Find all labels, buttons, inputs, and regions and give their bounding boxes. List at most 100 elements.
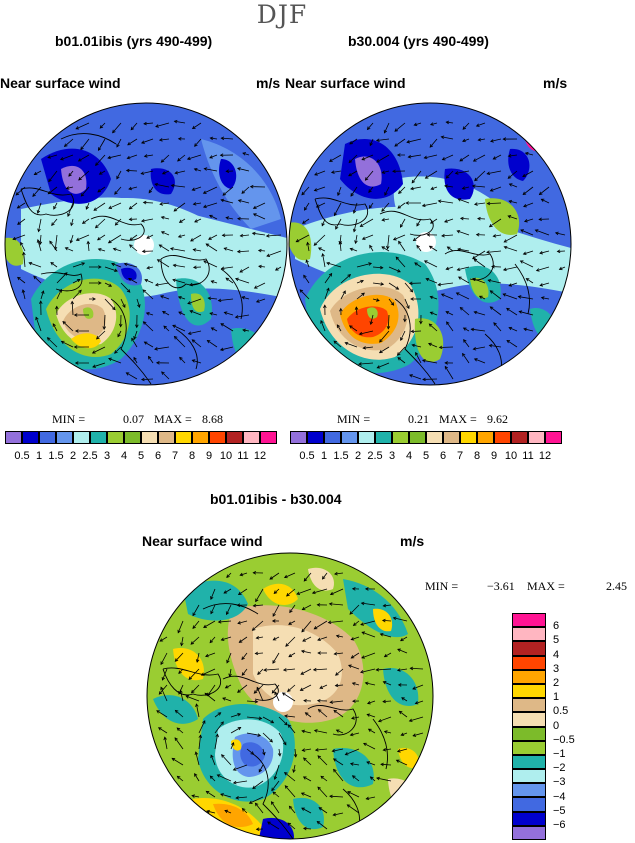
wind-vector (154, 346, 170, 350)
wind-vector-head (203, 260, 207, 264)
wind-vector-head (237, 199, 242, 203)
wind-vector (455, 170, 470, 174)
wind-vector (162, 170, 170, 175)
wind-vector-head (96, 335, 100, 340)
wind-vector-head (108, 283, 113, 287)
wind-vector (62, 321, 74, 332)
wind-vector-head (154, 347, 158, 351)
wind-vector (239, 636, 248, 643)
wind-vector (226, 217, 234, 220)
wind-vector-head (224, 685, 229, 689)
wind-vector (111, 263, 122, 268)
wind-vector-head (408, 281, 413, 286)
wind-vector-head (191, 794, 196, 798)
wind-vector-head (62, 320, 66, 325)
wind-vector (108, 234, 122, 244)
wind-vector (252, 620, 264, 631)
wind-vector (493, 234, 502, 237)
wind-vector-head (80, 146, 84, 151)
wind-vector (479, 295, 486, 300)
wind-vector-head (154, 282, 159, 287)
wind-vector-head (400, 337, 404, 341)
wind-vector-head (335, 729, 340, 733)
wind-vector-head (277, 752, 282, 757)
wind-vector-head (437, 199, 442, 203)
wind-vector-head (519, 260, 524, 264)
wind-vector (240, 572, 248, 576)
wind-vector-head (237, 689, 241, 693)
wind-vector (301, 807, 312, 814)
wind-vector-head (349, 141, 353, 145)
wind-vector (141, 138, 154, 144)
wind-vector-head (140, 377, 145, 382)
colorbar-tick-label: 12 (253, 450, 267, 462)
wind-vector (337, 186, 342, 196)
wind-vector-head (160, 231, 165, 235)
wind-vector-head (255, 299, 260, 303)
wind-vector-head (463, 339, 467, 343)
wind-vector (359, 330, 374, 335)
wind-vector-head (116, 143, 120, 148)
wind-vector (362, 234, 374, 240)
wind-vector (161, 231, 170, 236)
wind-vector (360, 218, 374, 227)
wind-vector (180, 690, 184, 702)
wind-vector (241, 186, 250, 194)
wind-vector (397, 357, 406, 364)
wind-vector-head (414, 700, 419, 705)
season-title: DJF (256, 0, 308, 29)
colorbar-swatch (73, 431, 90, 444)
wind-vector-head (219, 153, 224, 157)
wind-vector-head (398, 710, 403, 715)
wind-vector-head (428, 342, 432, 347)
wind-vector (237, 250, 250, 253)
wind-vector (53, 202, 58, 210)
colorbar-tick-label: 1.5 (48, 450, 64, 462)
wind-vector (490, 290, 502, 300)
wind-vector-head (378, 349, 383, 354)
wind-vector-head (364, 177, 369, 181)
wind-vector (284, 715, 296, 718)
wind-vector-head (173, 335, 178, 340)
colorbar-swatch (90, 431, 107, 444)
wind-vector (258, 764, 264, 773)
polar-map-difference (146, 552, 434, 840)
wind-vector-head (366, 126, 371, 131)
panel3-units: m/s (400, 533, 425, 549)
wind-vector (54, 234, 58, 250)
wind-vector-head (410, 297, 414, 301)
wind-vector (116, 138, 122, 148)
wind-vector-head (314, 172, 318, 176)
wind-vector-head (364, 587, 369, 591)
wind-vector-head (271, 787, 275, 792)
wind-vector (192, 122, 202, 129)
wind-vector (222, 186, 234, 196)
wind-vector (329, 603, 344, 606)
wind-vector (413, 732, 424, 737)
colorbar-tick-label: 5 (137, 450, 145, 462)
wind-vector-head (349, 732, 354, 737)
wind-vector-head (194, 143, 198, 147)
wind-vector-head (288, 805, 293, 810)
wind-vector-head (239, 269, 244, 273)
panel2-title: b30.004 (yrs 490-499) (348, 33, 489, 49)
wind-vector (253, 684, 264, 694)
wind-vector-head (75, 126, 80, 130)
wind-vector-head (180, 642, 184, 647)
wind-vector-head (337, 192, 341, 197)
wind-vector (361, 602, 376, 606)
wind-vector (334, 652, 344, 655)
wind-vector-head (444, 365, 449, 370)
wind-vector-head (423, 260, 428, 264)
wind-vector (157, 259, 170, 268)
colorbar-swatch (124, 431, 141, 444)
wind-vector (203, 620, 216, 628)
wind-vector-head (176, 727, 181, 732)
wind-vector (317, 636, 328, 641)
wind-vector (518, 296, 534, 300)
wind-vector (397, 346, 406, 356)
wind-vector-head (446, 246, 451, 250)
wind-vector (127, 154, 138, 159)
wind-vector-head (172, 278, 176, 283)
wind-vector-head (422, 377, 426, 382)
